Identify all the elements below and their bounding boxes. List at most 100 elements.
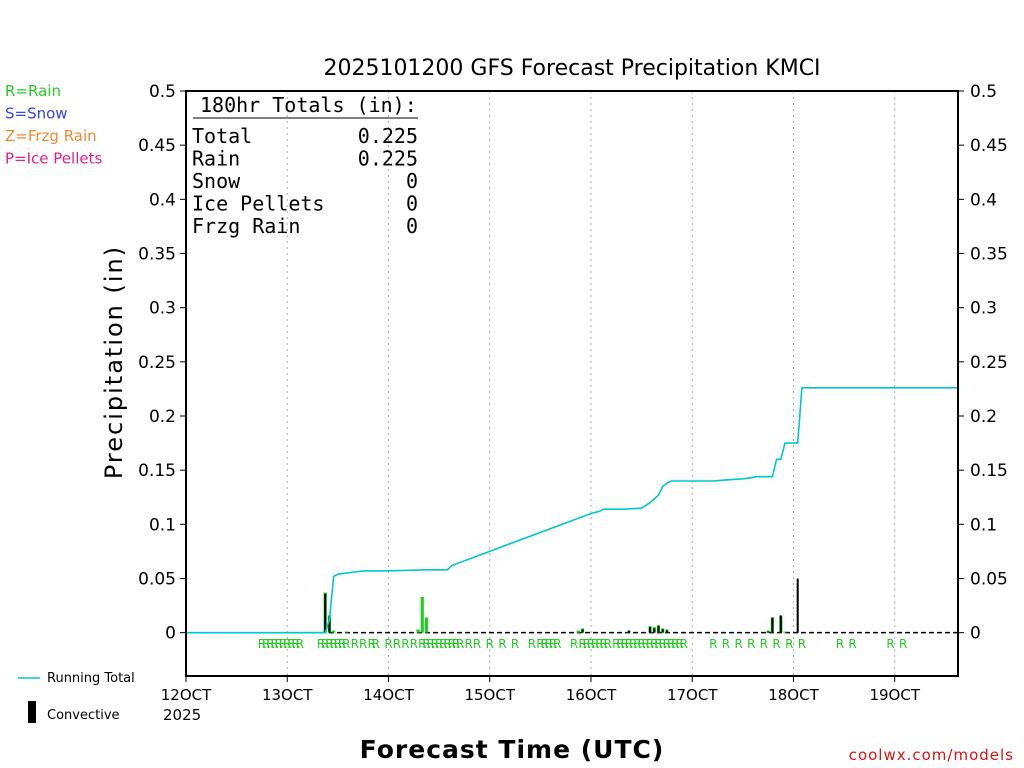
convective-swatch — [28, 701, 36, 723]
y-tick-label-left: 0.25 — [138, 353, 176, 373]
totals-row-label: Ice Pellets — [192, 192, 324, 216]
rain-bar — [420, 596, 424, 633]
watermark: coolwx.com/models — [849, 746, 1014, 764]
y-tick-label-right: 0.35 — [970, 245, 1008, 265]
y-tick-label-right: 0.5 — [970, 82, 997, 102]
y-axis-right-ticks: 0 0.05 0.1 0.15 0.2 0.25 0.3 0.35 0.4 0.45 0.5 — [958, 82, 1008, 644]
legend-type-item: Z=Frzg Rain — [5, 127, 97, 145]
x-axis-label: Forecast Time (UTC) — [360, 735, 665, 764]
running-total-line — [186, 386, 958, 634]
precip-type-marker: R — [663, 637, 671, 651]
year-label: 2025 — [163, 706, 201, 724]
totals-row-value: 0 — [406, 192, 418, 216]
precip-type-marker: R — [279, 637, 287, 651]
convective-bar — [653, 628, 656, 633]
precip-type-marker: R — [553, 637, 561, 651]
precip-type-marker: R — [659, 637, 667, 651]
convective-bar — [581, 629, 584, 633]
precip-type-marker: R — [321, 637, 329, 651]
plot-frame — [185, 90, 959, 677]
precip-type-marker: R — [536, 637, 544, 651]
precip-type-marker: R — [511, 637, 519, 651]
y-tick-label-left: 0.35 — [138, 245, 176, 265]
y-tick-label-right: 0.4 — [970, 190, 997, 210]
precip-type-marker: R — [317, 637, 325, 651]
precip-type-marker: R — [646, 637, 654, 651]
precip-type-marker: R — [760, 637, 768, 651]
precip-type-marker: R — [848, 637, 856, 651]
x-tick-label: 18OCT — [768, 686, 819, 704]
line-legend: Running Total Convective — [18, 671, 135, 723]
x-tick-label: 12OCT — [161, 686, 212, 704]
precip-type-marker: R — [329, 637, 337, 651]
totals-row-value: 0.225 — [358, 124, 418, 148]
totals-rows: Total 0.225 Rain 0.225 Snow 0 Ice Pellets 0 Frzg… — [192, 124, 418, 238]
precip-type-marker: R — [578, 637, 586, 651]
totals-box: 180hr Totals (in): Total 0.225 Rain 0.225 Sn… — [192, 93, 418, 238]
precip-type-marker: R — [262, 637, 270, 651]
precip-type-marker: R — [654, 637, 662, 651]
totals-row-value: 0 — [406, 169, 418, 193]
running-total-legend-label: Running Total — [47, 671, 135, 686]
precip-type-marker: R — [464, 637, 472, 651]
totals-row-label: Total — [192, 124, 252, 148]
chart-title: 2025101200 GFS Forecast Precipitation KM… — [323, 56, 820, 81]
convective-legend-label: Convective — [47, 708, 120, 723]
precip-type-marker: R — [498, 637, 506, 651]
rain-bar — [332, 630, 336, 633]
legend-type-item: S=Snow — [5, 105, 68, 123]
precip-type-marker: R — [422, 637, 430, 651]
precip-type-marker: R — [734, 637, 742, 651]
precip-type-marker: R — [372, 637, 380, 651]
convective-bar — [649, 627, 652, 633]
convective-bar — [779, 615, 782, 633]
x-tick-label: 17OCT — [667, 686, 718, 704]
precip-type-marker: R — [680, 637, 688, 651]
precip-type-marker: R — [625, 637, 633, 651]
precip-type-marker: R — [549, 637, 557, 651]
convective-bar — [665, 630, 668, 633]
precip-type-marker: R — [486, 637, 494, 651]
precip-type-marker: R — [616, 637, 624, 651]
precip-type-marker: R — [287, 637, 295, 651]
precip-type-marker: R — [418, 637, 426, 651]
precip-type-marker: R — [583, 637, 591, 651]
precip-type-marker: R — [528, 637, 536, 651]
precip-type-marker: R — [384, 637, 392, 651]
legend-type-item: R=Rain — [5, 82, 61, 100]
precip-type-marker: R — [587, 637, 595, 651]
precip-type-marker: R — [452, 637, 460, 651]
y-tick-label-left: 0.2 — [149, 407, 176, 427]
rain-bar — [344, 631, 348, 633]
precip-type-marker: R — [637, 637, 645, 651]
precip-type-marker: R — [629, 637, 637, 651]
precip-type-marker: R — [633, 637, 641, 651]
precip-type-marker: R — [410, 637, 418, 651]
totals-row-value: 0.225 — [358, 147, 418, 171]
precip-type-marker: R — [798, 637, 806, 651]
precip-type-marker: R — [334, 637, 342, 651]
y-tick-label-right: 0.45 — [970, 136, 1008, 156]
precip-type-marker: R — [325, 637, 333, 651]
precip-type-marker: R — [540, 637, 548, 651]
precip-type-marker: R — [443, 637, 451, 651]
rain-bar — [783, 631, 787, 633]
y-tick-label-left: 0.5 — [149, 82, 176, 102]
convective-bar — [661, 629, 664, 633]
precip-type-marker: R — [591, 637, 599, 651]
y-tick-label-left: 0.05 — [138, 570, 176, 590]
precip-type-marker: R — [258, 637, 266, 651]
y-tick-label-left: 0.15 — [138, 461, 176, 481]
convective-bar — [767, 631, 770, 633]
x-axis-ticks: 12OCT 13OCT 14OCT 15OCT 16OCT 17OCT 18OCT 19OCT — [161, 676, 921, 704]
precip-type-marker: R — [836, 637, 844, 651]
precip-type-marker: R — [473, 637, 481, 651]
y-tick-label-left: 0 — [165, 624, 176, 644]
y-tick-label-right: 0.15 — [970, 461, 1008, 481]
y-tick-label-left: 0.1 — [149, 515, 176, 535]
y-tick-label-right: 0.2 — [970, 407, 997, 427]
precip-type-marker: R — [621, 637, 629, 651]
precip-type-marker: R — [266, 637, 274, 651]
precip-type-marker: R — [367, 637, 375, 651]
